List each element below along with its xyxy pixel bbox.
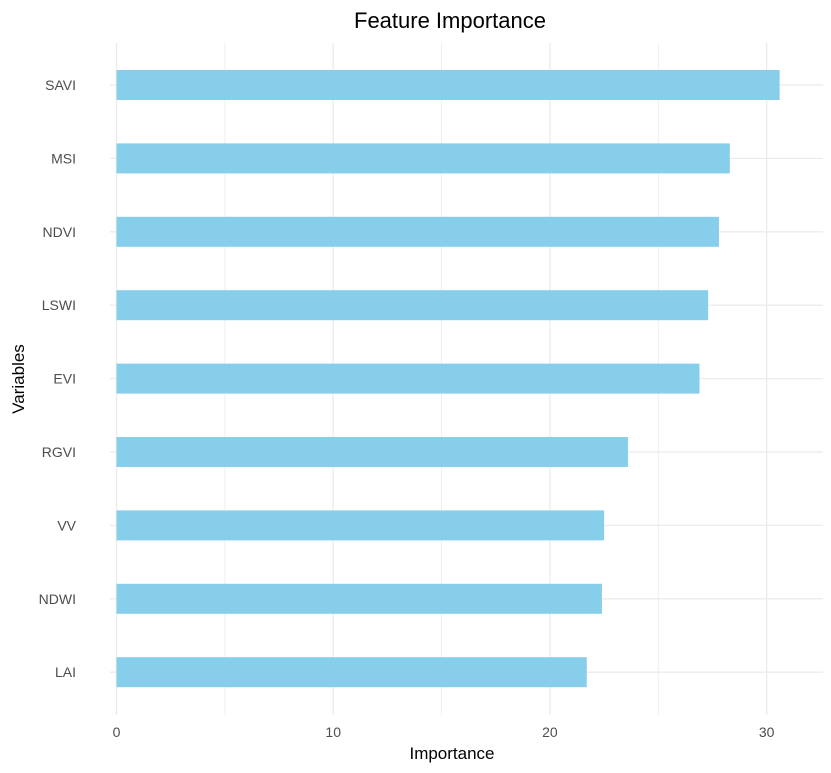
bar-msi xyxy=(116,143,730,174)
bar-rgvi xyxy=(116,437,628,467)
bar-lai xyxy=(116,657,587,688)
x-tick-label: 30 xyxy=(759,724,775,740)
y-tick-label: MSI xyxy=(51,150,76,166)
y-tick-label: VV xyxy=(57,517,76,533)
chart-title: Feature Importance xyxy=(354,8,546,33)
bars xyxy=(116,70,780,688)
x-tick-label: 20 xyxy=(542,724,558,740)
y-tick-label: LAI xyxy=(55,664,76,680)
bar-ndwi xyxy=(116,583,602,614)
y-axis-ticks: SAVI MSI NDVI LSWI EVI RGVI VV NDWI LAI xyxy=(39,77,77,680)
y-tick-label: NDWI xyxy=(39,591,76,607)
x-tick-label: 10 xyxy=(325,724,341,740)
x-tick-label: 0 xyxy=(113,724,121,740)
x-axis-ticks: 0 10 20 30 xyxy=(113,724,775,740)
y-tick-label: EVI xyxy=(53,371,76,387)
y-axis-title: Variables xyxy=(9,344,28,414)
y-tick-label: SAVI xyxy=(45,77,76,93)
bar-savi xyxy=(116,70,780,100)
bar-vv xyxy=(116,510,605,541)
y-tick-label: NDVI xyxy=(43,224,76,240)
y-tick-label: LSWI xyxy=(42,297,76,313)
y-tick-label: RGVI xyxy=(42,444,76,460)
x-axis-title: Importance xyxy=(409,744,494,763)
bar-ndvi xyxy=(116,216,719,247)
bar-lswi xyxy=(116,290,709,321)
bar-evi xyxy=(116,363,700,394)
